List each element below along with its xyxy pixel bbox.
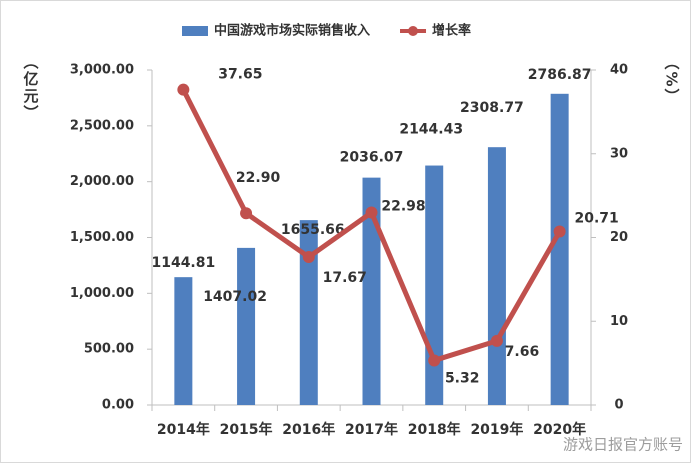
x-tick-label: 2014年 <box>157 421 210 438</box>
line-value-label: 22.98 <box>381 199 425 215</box>
legend-label: 中国游戏市场实际销售收入 <box>214 23 370 39</box>
line-value-label: 22.90 <box>236 170 281 186</box>
x-tick-label: 2015年 <box>220 421 273 438</box>
x-tick-label: 2019年 <box>470 421 523 438</box>
line-point <box>490 334 503 347</box>
y-tick-label: 2,000.00 <box>70 174 134 189</box>
bar-value-label: 1144.81 <box>151 255 215 271</box>
legend-swatch <box>408 26 419 36</box>
bar <box>425 165 444 405</box>
bar-value-label: 2786.87 <box>528 67 592 83</box>
bar-value-label: 2144.43 <box>399 122 463 138</box>
y2-tick-label: 40 <box>610 63 628 78</box>
line-value-label: 37.65 <box>218 67 262 83</box>
line-point <box>553 225 566 238</box>
bar-value-label: 2036.07 <box>340 150 404 166</box>
line-value-label: 20.71 <box>574 211 618 227</box>
line-point <box>365 206 378 219</box>
bar <box>299 220 318 405</box>
bar <box>237 247 256 405</box>
y2-tick-label: 30 <box>610 146 628 161</box>
line-point <box>240 207 253 220</box>
bar <box>362 177 381 405</box>
bar-value-label: 2308.77 <box>460 100 524 116</box>
legend-label: 增长率 <box>432 23 471 39</box>
bar <box>550 93 569 406</box>
x-tick-label: 2018年 <box>408 421 461 438</box>
y-tick-label: 500.00 <box>84 342 134 357</box>
line-value-label: 5.32 <box>445 370 480 386</box>
bar-value-label: 1655.66 <box>281 222 345 238</box>
watermark: 游戏日报官方账号 <box>563 436 683 454</box>
y-tick-label: 1,000.00 <box>70 286 134 301</box>
line-point <box>177 83 190 96</box>
bar <box>174 277 193 405</box>
y2-tick-label: 20 <box>610 230 628 245</box>
x-tick-label: 2020年 <box>533 421 586 438</box>
line-point <box>428 354 441 367</box>
y2-tick-label: 0 <box>614 398 623 413</box>
y-tick-label: 1,500.00 <box>70 230 134 245</box>
y-tick-label: 0.00 <box>102 398 134 413</box>
line-point <box>302 251 315 264</box>
y2-tick-label: 10 <box>610 314 628 329</box>
x-tick-label: 2016年 <box>282 421 335 438</box>
y-tick-label: 3,000.00 <box>70 63 134 78</box>
bar-value-label: 1407.02 <box>203 289 267 305</box>
bar <box>487 147 506 405</box>
legend-swatch <box>182 26 208 36</box>
y-label: （亿元） <box>22 54 40 122</box>
line-value-label: 17.67 <box>323 270 367 286</box>
x-tick-label: 2017年 <box>345 421 398 438</box>
y-tick-label: 2,500.00 <box>70 118 134 133</box>
y2-label: （%） <box>663 54 681 105</box>
line-value-label: 7.66 <box>505 344 540 360</box>
